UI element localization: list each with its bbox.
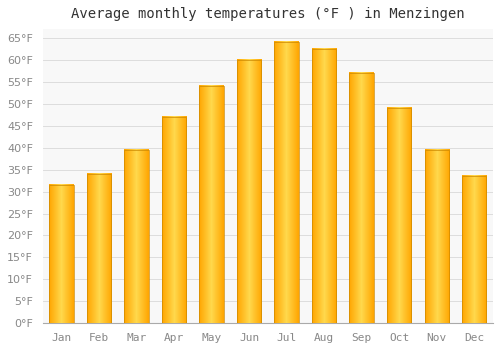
Bar <box>49 185 74 323</box>
Bar <box>462 176 486 323</box>
Bar <box>350 73 374 323</box>
Bar <box>87 174 111 323</box>
Bar <box>162 117 186 323</box>
Bar <box>424 150 449 323</box>
Bar <box>312 49 336 323</box>
Bar <box>274 42 299 323</box>
Bar <box>124 150 148 323</box>
Title: Average monthly temperatures (°F ) in Menzingen: Average monthly temperatures (°F ) in Me… <box>71 7 464 21</box>
Bar <box>237 60 262 323</box>
Bar <box>200 86 224 323</box>
Bar <box>387 108 411 323</box>
